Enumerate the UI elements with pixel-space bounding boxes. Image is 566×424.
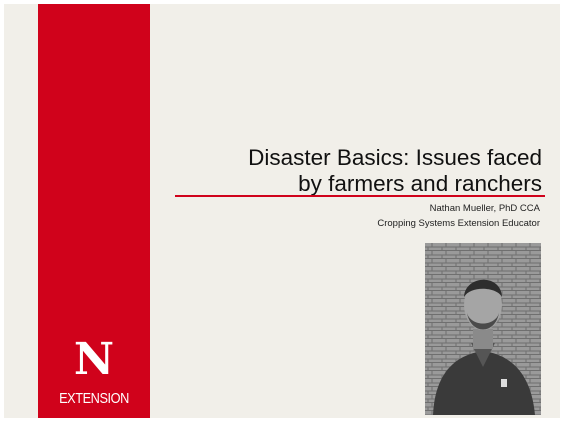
title-line: by farmers and ranchers bbox=[162, 171, 542, 197]
logo-mark: N bbox=[38, 338, 150, 382]
portrait-photo bbox=[425, 243, 541, 415]
title-line: Disaster Basics: Issues faced bbox=[162, 145, 542, 171]
slide: N EXTENSION Disaster Basics: Issues face… bbox=[4, 4, 560, 418]
page: {"slide": {"title": ["Disaster Basics: I… bbox=[0, 0, 566, 424]
author: Nathan Mueller, PhD CCA bbox=[430, 203, 540, 215]
red-band: N EXTENSION bbox=[38, 4, 150, 418]
logo-text: EXTENSION bbox=[46, 390, 141, 407]
title-rule bbox=[175, 195, 545, 197]
role: Cropping Systems Extension Educator bbox=[377, 218, 540, 230]
